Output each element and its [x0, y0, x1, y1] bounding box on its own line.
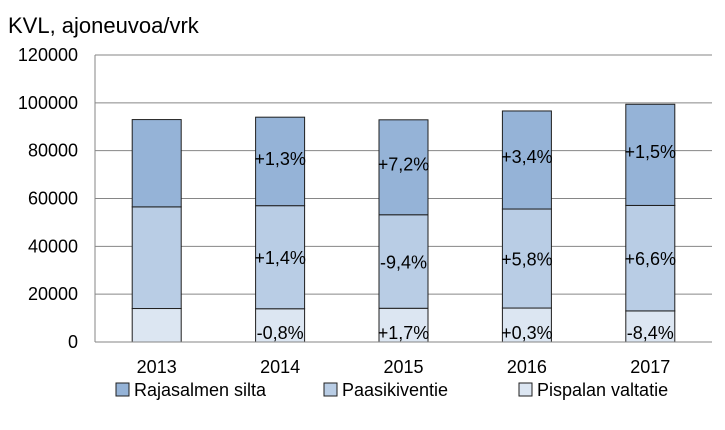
legend-swatch-paasikiventie — [323, 382, 338, 397]
x-tick-label: 2014 — [260, 357, 300, 377]
bar-paasikiventie-2016 — [501, 208, 552, 309]
axes: 0 20000 40000 60000 80000 100000 120000 2013 201… — [18, 45, 712, 377]
y-tick-label: 60000 — [28, 189, 78, 209]
legend-label-rajasalmen-silta: Rajasalmen silta — [134, 380, 267, 400]
bar-paasikiventie-2015 — [378, 214, 429, 309]
bar-paasikiventie-2017 — [625, 204, 676, 312]
bar-pispalan-valtatie-2016 — [501, 307, 552, 343]
data-label: +6,6% — [625, 249, 677, 269]
data-label: +0,3% — [501, 323, 553, 343]
data-label: +1,7% — [378, 323, 430, 343]
data-labels: -0,8% +1,4% +1,3% +1,7% -9,4% +7,2% +0,3% +5,8%… — [254, 142, 676, 343]
bar-rajasalmen-silta-2013 — [131, 119, 182, 208]
data-label: +1,4% — [254, 248, 306, 268]
y-tick-label: 120000 — [18, 45, 78, 65]
bar-paasikiventie-2014 — [255, 205, 306, 310]
data-label: -0,8% — [257, 323, 304, 343]
data-label: -8,4% — [627, 323, 674, 343]
bar-pispalan-valtatie-2013 — [131, 308, 182, 343]
bars — [131, 103, 676, 343]
chart-title: KVL, ajoneuvoa/vrk — [8, 13, 200, 38]
bar-rajasalmen-silta-2016 — [501, 110, 552, 210]
data-label: +1,3% — [254, 149, 306, 169]
bar-paasikiventie-2013 — [131, 206, 182, 310]
bar-rajasalmen-silta-2014 — [255, 116, 306, 207]
bar-rajasalmen-silta-2017 — [625, 103, 676, 206]
y-tick-label: 40000 — [28, 236, 78, 256]
y-tick-label: 80000 — [28, 141, 78, 161]
data-label: +3,4% — [501, 147, 553, 167]
legend-swatch-rajasalmen-silta — [115, 382, 130, 397]
legend-label-pispalan-valtatie: Pispalan valtatie — [537, 380, 668, 400]
x-tick-label: 2016 — [507, 357, 547, 377]
data-label: +5,8% — [501, 250, 553, 270]
x-tick-label: 2017 — [630, 357, 670, 377]
x-tick-label: 2015 — [383, 357, 423, 377]
bar-pispalan-valtatie-2017 — [625, 310, 676, 343]
data-label: -9,4% — [380, 253, 427, 273]
data-label: +7,2% — [378, 154, 430, 174]
y-tick-label: 100000 — [18, 93, 78, 113]
x-tick-label: 2013 — [137, 357, 177, 377]
y-tick-label: 20000 — [28, 284, 78, 304]
bar-rajasalmen-silta-2015 — [378, 119, 429, 216]
legend: Rajasalmen silta Paasikiventie Pispalan va… — [115, 380, 668, 400]
legend-swatch-pispalan-valtatie — [518, 382, 533, 397]
legend-label-paasikiventie: Paasikiventie — [342, 380, 448, 400]
y-tick-label: 0 — [68, 332, 78, 352]
data-label: +1,5% — [625, 142, 677, 162]
